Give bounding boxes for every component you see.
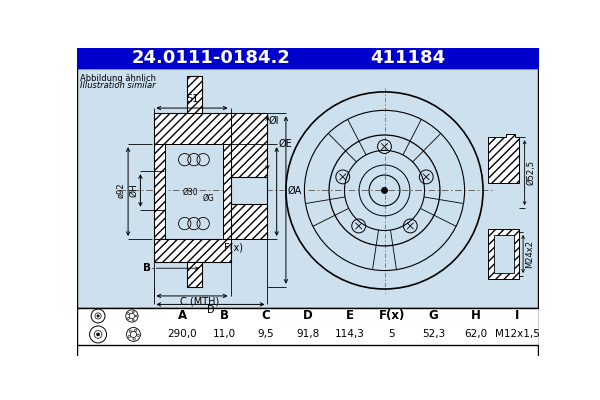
Text: F(x): F(x) xyxy=(379,310,405,322)
Polygon shape xyxy=(223,144,230,239)
Bar xyxy=(329,308,371,324)
Text: C (MTH): C (MTH) xyxy=(180,297,220,307)
Bar xyxy=(230,176,268,204)
Polygon shape xyxy=(230,114,268,176)
Text: B: B xyxy=(143,263,151,273)
Bar xyxy=(413,324,455,345)
Text: ØE: ØE xyxy=(278,139,292,149)
Bar xyxy=(77,68,539,308)
Bar xyxy=(494,235,514,273)
Text: 290,0: 290,0 xyxy=(167,330,197,340)
Text: ØG: ØG xyxy=(203,194,215,203)
Text: M24x2: M24x2 xyxy=(524,240,533,268)
Text: D: D xyxy=(303,310,313,322)
Polygon shape xyxy=(488,134,519,183)
Text: 411184: 411184 xyxy=(370,49,445,67)
Text: F(x): F(x) xyxy=(224,243,244,253)
Text: ØA: ØA xyxy=(287,186,302,196)
Text: 9,5: 9,5 xyxy=(257,330,274,340)
Bar xyxy=(77,308,539,345)
Text: Ø52,5: Ø52,5 xyxy=(526,160,535,185)
Text: 5: 5 xyxy=(388,330,395,340)
Circle shape xyxy=(97,315,99,317)
Polygon shape xyxy=(154,239,230,262)
Text: D: D xyxy=(206,305,214,315)
Text: G: G xyxy=(429,310,439,322)
Bar xyxy=(203,324,245,345)
Bar xyxy=(455,324,497,345)
Bar xyxy=(245,324,287,345)
Bar xyxy=(203,308,245,324)
Text: 11,0: 11,0 xyxy=(212,330,236,340)
Text: C: C xyxy=(262,310,271,322)
Polygon shape xyxy=(187,262,202,287)
Bar xyxy=(497,308,539,324)
Bar xyxy=(287,324,329,345)
Text: Abbildung ähnlich: Abbildung ähnlich xyxy=(80,74,157,83)
Text: ø92: ø92 xyxy=(117,183,126,198)
Bar xyxy=(77,308,539,356)
Bar xyxy=(245,308,287,324)
Bar xyxy=(161,308,203,324)
Circle shape xyxy=(97,333,100,336)
Bar xyxy=(77,48,539,68)
Text: ØH: ØH xyxy=(129,184,138,197)
Bar xyxy=(455,308,497,324)
Text: Ø30: Ø30 xyxy=(182,188,198,196)
Circle shape xyxy=(382,187,388,194)
Bar xyxy=(371,324,413,345)
Bar xyxy=(161,324,203,345)
Text: 114,3: 114,3 xyxy=(335,330,365,340)
Text: H: H xyxy=(470,310,481,322)
Text: 62,0: 62,0 xyxy=(464,330,487,340)
Bar xyxy=(287,308,329,324)
Text: Illustration similar: Illustration similar xyxy=(80,81,156,90)
Text: 24.0111-0184.2: 24.0111-0184.2 xyxy=(132,49,290,67)
Bar xyxy=(371,308,413,324)
Polygon shape xyxy=(154,144,165,239)
Polygon shape xyxy=(187,76,202,114)
Bar xyxy=(413,308,455,324)
Text: A: A xyxy=(178,310,187,322)
Text: 91,8: 91,8 xyxy=(296,330,320,340)
Text: 52,3: 52,3 xyxy=(422,330,445,340)
Bar xyxy=(497,324,539,345)
Polygon shape xyxy=(230,204,268,239)
Text: ØI: ØI xyxy=(269,116,280,126)
Polygon shape xyxy=(154,114,230,144)
Text: I: I xyxy=(515,310,520,322)
Text: B: B xyxy=(220,310,229,322)
Text: 51: 51 xyxy=(186,94,198,104)
Text: M12x1,5: M12x1,5 xyxy=(495,330,540,340)
Polygon shape xyxy=(488,229,519,279)
Bar xyxy=(329,324,371,345)
Text: E: E xyxy=(346,310,354,322)
